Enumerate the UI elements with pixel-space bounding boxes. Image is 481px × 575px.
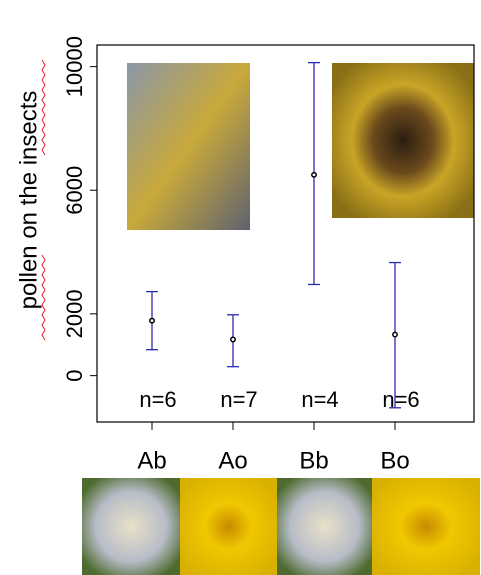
x-tick-label: Bb	[299, 447, 328, 474]
y-tick-label: 2000	[62, 289, 87, 338]
x-tick-label: Ao	[218, 447, 247, 474]
insect-photo	[127, 63, 250, 230]
flower-photo	[372, 478, 480, 575]
sample-size: n=4	[301, 387, 338, 412]
mean-point	[231, 337, 235, 341]
x-tick-label: Ab	[137, 447, 166, 474]
chart: pollen on the insects 0 2000 6000 10000 Ab n=…	[0, 0, 481, 575]
sample-size: n=6	[139, 387, 176, 412]
flower-photo	[82, 478, 180, 575]
flower-photo	[180, 478, 277, 575]
y-axis-label: pollen on the insects	[15, 91, 42, 310]
mean-point	[393, 332, 397, 336]
x-tick-label: Bo	[380, 447, 409, 474]
mean-point	[312, 173, 316, 177]
sample-size: n=7	[220, 387, 257, 412]
flower-photo	[277, 478, 372, 575]
y-tick-label: 10000	[62, 36, 87, 97]
y-tick-label: 6000	[62, 166, 87, 215]
insect-photo	[332, 63, 474, 218]
y-tick-label: 0	[62, 370, 87, 382]
spellcheck-underline	[42, 60, 45, 340]
mean-point	[150, 318, 154, 322]
